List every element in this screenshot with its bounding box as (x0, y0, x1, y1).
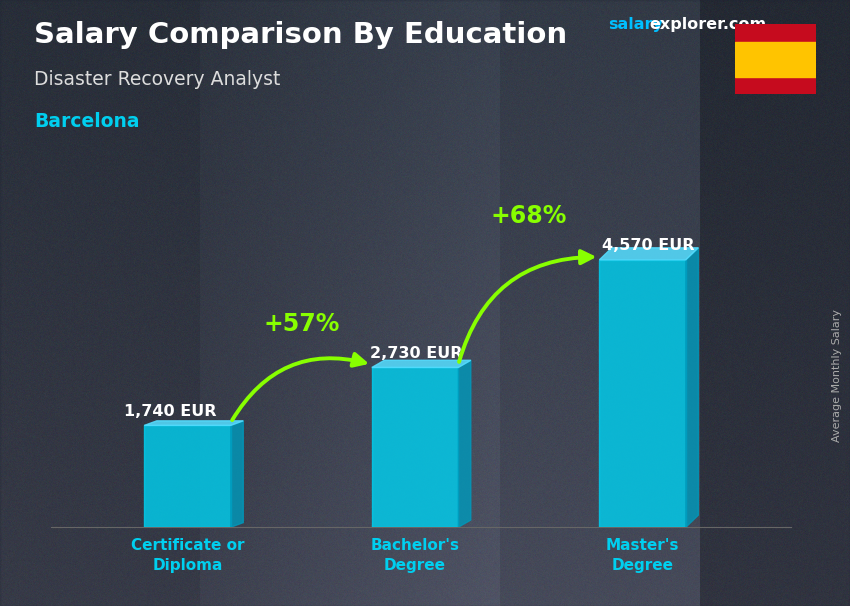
Text: 1,740 EUR: 1,740 EUR (124, 404, 216, 419)
Polygon shape (371, 361, 471, 367)
FancyArrowPatch shape (459, 251, 592, 362)
Text: explorer.com: explorer.com (649, 17, 767, 32)
Text: salary: salary (608, 17, 663, 32)
Polygon shape (686, 248, 699, 527)
Polygon shape (458, 361, 471, 527)
Text: 2,730 EUR: 2,730 EUR (370, 346, 462, 361)
Bar (371, 367, 458, 527)
Text: Average Monthly Salary: Average Monthly Salary (832, 309, 842, 442)
Text: Salary Comparison By Education: Salary Comparison By Education (34, 21, 567, 49)
Text: 4,570 EUR: 4,570 EUR (602, 238, 694, 253)
Polygon shape (144, 421, 243, 425)
Text: +68%: +68% (490, 204, 567, 228)
Bar (144, 425, 230, 527)
FancyArrowPatch shape (232, 354, 365, 420)
Text: Disaster Recovery Analyst: Disaster Recovery Analyst (34, 70, 280, 88)
Bar (735, 42, 816, 76)
Polygon shape (230, 421, 243, 527)
Polygon shape (599, 248, 699, 260)
Bar (599, 260, 686, 527)
Text: Barcelona: Barcelona (34, 112, 139, 131)
Text: +57%: +57% (264, 311, 339, 336)
